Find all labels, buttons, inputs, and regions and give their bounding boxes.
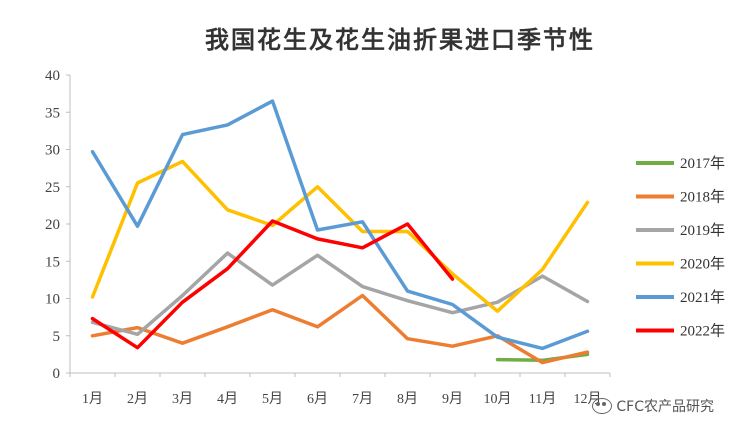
series-line-2022年 (90, 219, 455, 350)
x-tick-label: 1月 (82, 391, 103, 407)
legend-label: 2018年 (680, 189, 725, 206)
x-tick-label: 2月 (127, 391, 148, 407)
x-tick-label: 5月 (262, 391, 283, 407)
y-tick-label: 10 (45, 292, 60, 308)
series-line-2019年 (90, 251, 590, 337)
series-layer (90, 99, 590, 365)
x-tick-label: 4月 (217, 391, 238, 407)
axes: 0 5 10 15 20 25 30 35 40 1月 2月 3月 4月 5月 6月 7月 8月 9月 10月 11月… (45, 68, 611, 407)
legend: 2017年 2018年 2019年 2020年 2021年 2022年 (636, 155, 725, 340)
y-tick-label: 35 (45, 105, 60, 121)
x-tick-label: 7月 (352, 391, 373, 407)
x-tick-label: 8月 (397, 391, 418, 407)
legend-label: 2020年 (680, 256, 725, 273)
x-tick-label: 10月 (484, 391, 512, 407)
y-tick-label: 30 (45, 143, 60, 159)
legend-label: 2017年 (680, 155, 725, 172)
y-tick-label: 25 (45, 180, 60, 196)
watermark: CFC农产品研究 (592, 396, 714, 416)
y-tick-label: 0 (53, 366, 61, 382)
watermark-text: CFC农产品研究 (616, 399, 714, 415)
legend-label: 2019年 (680, 222, 725, 239)
legend-label: 2022年 (680, 323, 725, 340)
chart-title: 我国花生及花生油折果进口季节性 (205, 25, 595, 54)
y-tick-label: 15 (45, 254, 60, 270)
series-line-2020年 (90, 159, 590, 313)
x-tick-label: 9月 (442, 391, 463, 407)
y-tick-label: 20 (45, 217, 60, 233)
y-tick-label: 5 (53, 329, 61, 345)
series-line-2018年 (90, 293, 590, 365)
legend-label: 2021年 (680, 289, 725, 306)
x-tick-label: 11月 (529, 391, 556, 407)
series-line-2021年 (90, 99, 590, 351)
wechat-icon (592, 398, 613, 414)
x-tick-label: 6月 (307, 391, 328, 407)
x-tick-label: 3月 (172, 391, 193, 407)
y-tick-label: 40 (45, 68, 60, 84)
